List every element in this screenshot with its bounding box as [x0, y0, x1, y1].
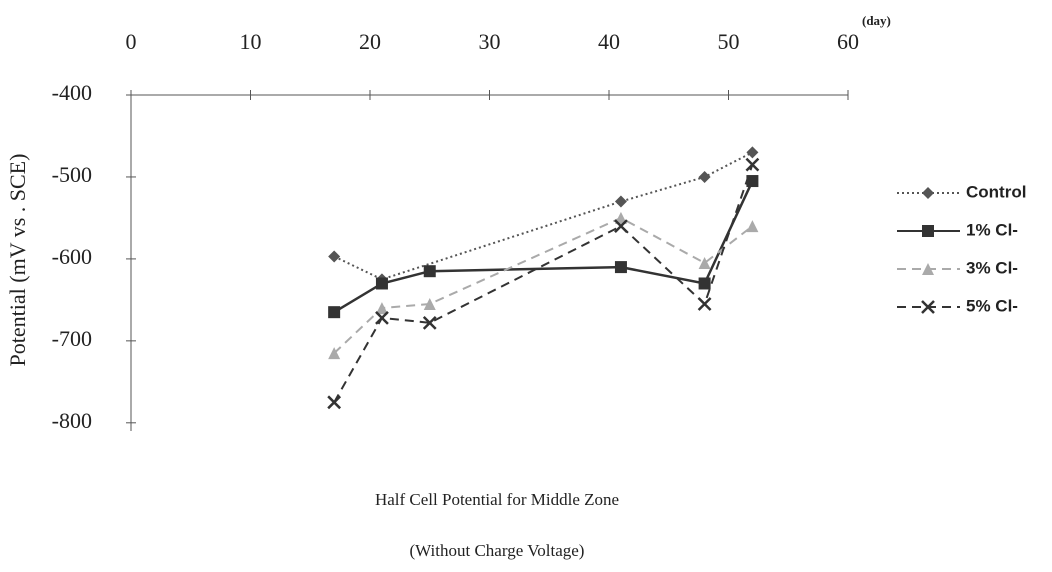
legend-label: 1% Cl-	[966, 220, 1018, 239]
legend-marker	[922, 187, 934, 199]
y-tick-label: -700	[52, 326, 92, 351]
series-line	[334, 152, 752, 279]
x-tick-label: 40	[598, 29, 620, 54]
chart: Potential (mV vs . SCE) (day) Half Cell …	[0, 0, 1052, 572]
marker	[328, 306, 340, 318]
marker	[615, 196, 627, 208]
legend-label: 5% Cl-	[966, 296, 1018, 315]
x-tick-label: 20	[359, 29, 381, 54]
y-tick-label: -600	[52, 244, 92, 269]
x-tick-label: 30	[479, 29, 501, 54]
legend-label: Control	[966, 182, 1026, 201]
marker	[746, 146, 758, 158]
marker	[699, 171, 711, 183]
series-line	[334, 181, 752, 312]
marker	[746, 220, 758, 232]
x-tick-label: 0	[126, 29, 137, 54]
marker	[699, 277, 711, 289]
y-tick-label: -400	[52, 80, 92, 105]
marker	[699, 298, 711, 310]
marker	[424, 265, 436, 277]
marker	[615, 261, 627, 273]
legend-marker	[922, 225, 934, 237]
chart-title: Half Cell Potential for Middle Zone	[375, 490, 619, 509]
marker	[376, 277, 388, 289]
chart-subtitle: (Without Charge Voltage)	[410, 541, 585, 560]
x-tick-label: 10	[240, 29, 262, 54]
y-tick-label: -800	[52, 408, 92, 433]
x-unit: (day)	[862, 13, 891, 28]
x-tick-label: 60	[837, 29, 859, 54]
marker	[328, 250, 340, 262]
legend-label: 3% Cl-	[966, 258, 1018, 277]
y-tick-label: -500	[52, 162, 92, 187]
marker	[328, 396, 340, 408]
x-tick-label: 50	[718, 29, 740, 54]
marker	[746, 159, 758, 171]
series-line	[334, 218, 752, 353]
series-line	[334, 165, 752, 403]
y-axis-label: Potential (mV vs . SCE)	[5, 154, 30, 367]
